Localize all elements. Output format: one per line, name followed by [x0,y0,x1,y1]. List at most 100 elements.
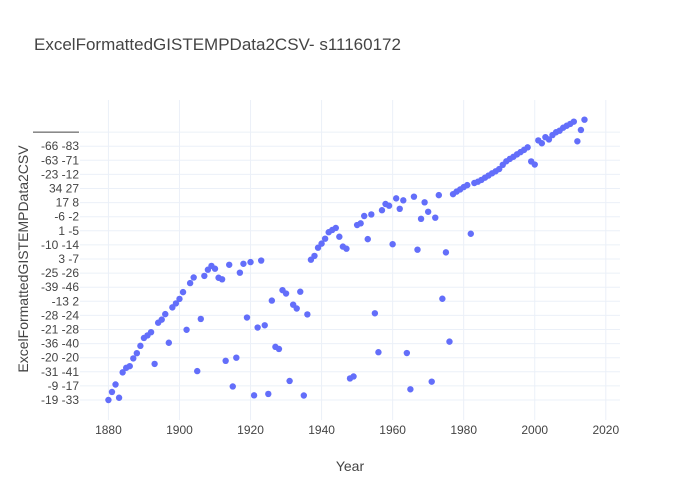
data-point [336,233,343,240]
data-point [282,290,290,297]
data-point [442,249,450,256]
data-point [254,324,261,331]
chart-title: ExcelFormattedGISTEMPData2CSV- s11160172 [34,35,401,54]
data-point [321,235,329,242]
data-point [432,214,439,221]
y-tick-label: 3 -7 [58,252,79,266]
data-point [130,355,137,362]
data-point [446,338,453,345]
data-point [197,315,204,323]
data-point [222,357,229,365]
data-point [396,205,403,213]
data-point [424,208,432,215]
data-point [414,246,421,253]
x-tick-label: 1880 [95,423,122,437]
data-point [105,396,112,404]
data-point [297,288,304,295]
data-point [236,269,244,276]
data-point [115,394,123,401]
grid-layer [80,100,620,420]
data-point [343,245,350,252]
data-point [133,349,141,357]
x-tick-label: 1960 [379,423,406,437]
data-point [464,181,471,189]
data-point [183,326,190,333]
data-point [158,316,165,323]
data-point [233,354,240,361]
data-points [105,116,588,404]
data-point [190,274,197,281]
data-point [240,260,247,267]
y-tick-label: -36 -40 [41,337,79,351]
x-tick-label: 1980 [450,423,477,437]
data-point [577,126,585,134]
data-point [417,215,425,223]
data-point [243,314,251,321]
data-point [428,378,435,385]
data-point [194,367,201,375]
data-point [261,322,268,329]
y-tick-label: 34 27 [49,182,79,196]
data-point [407,386,414,393]
data-point [368,211,375,218]
y-tick-label: -20 -20 [41,351,79,365]
y-tick-label: -28 -24 [41,308,79,322]
data-point [385,202,393,209]
y-tick-label: -19 -33 [41,393,79,407]
data-point [265,390,272,398]
data-point [524,144,531,151]
data-point [392,195,400,202]
x-tick-label: 1940 [308,423,335,437]
data-point [108,388,116,396]
y-tick-label: -9 -17 [48,379,80,393]
data-point [375,349,382,356]
data-point [357,220,364,227]
y-tick-label: -6 -2 [54,210,79,224]
y-axis-title: ExcelFormattedGISTEMPData2CSV [15,145,31,373]
data-point [570,118,578,125]
data-point [467,230,474,237]
x-tick-label: 2020 [592,423,619,437]
y-tick-label: -39 -46 [41,280,79,294]
data-point [229,383,236,390]
x-axis-title: Year [336,458,365,474]
data-point [435,191,443,199]
data-point [179,288,187,296]
data-point [172,300,180,307]
data-point [400,197,407,204]
data-point [378,207,386,214]
data-point [574,138,581,145]
data-point [176,295,183,303]
y-tick-label: -31 -41 [41,365,79,379]
data-point [211,265,219,272]
x-tick-label: 1900 [166,423,193,437]
data-point [545,136,553,143]
y-tick-label: -10 -14 [41,238,79,252]
y-tick-label: -23 -12 [41,167,79,181]
data-point [165,339,173,346]
y-tick-label: -21 -28 [41,323,79,337]
data-point [112,381,119,388]
y-tick-label: -25 -26 [41,266,79,280]
data-point [119,369,126,376]
data-point [257,257,265,264]
data-point [218,276,226,283]
y-tick-label: -63 -71 [41,153,79,167]
data-point [137,342,144,350]
data-point [300,392,308,399]
data-point [421,199,428,206]
data-point [126,362,133,370]
data-point [286,377,293,385]
data-point [304,311,311,318]
data-point [318,240,325,247]
data-point [332,224,339,232]
data-point [275,345,283,353]
data-point [226,261,233,268]
data-point [496,165,503,173]
data-point [439,295,446,302]
y-tick-labels: -19 -33-9 -17-31 -41-20 -20-36 -40-21 -2… [33,131,80,407]
data-point [538,140,546,147]
data-point [581,116,588,123]
y-tick-label: 1 -5 [58,224,79,238]
